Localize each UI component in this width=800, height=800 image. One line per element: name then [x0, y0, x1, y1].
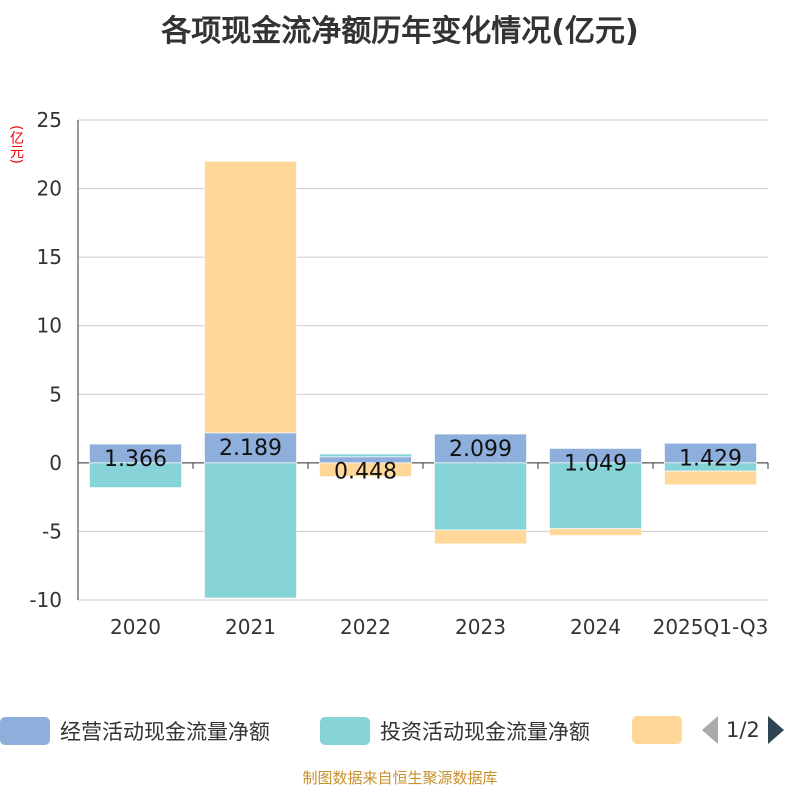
legend-pager: 1/2 — [702, 716, 784, 744]
x-tick-label: 2023 — [455, 615, 506, 639]
bar-segment-0 — [204, 432, 297, 464]
bar-segment-2 — [204, 160, 297, 434]
data-label: 1.366 — [104, 447, 167, 472]
next-page-icon[interactable] — [767, 716, 784, 744]
legend-label: 投资活动现金流量净额 — [380, 720, 590, 744]
data-label: 1.049 — [564, 451, 627, 476]
x-tick-label: 2021 — [225, 615, 276, 639]
data-label: 1.429 — [679, 446, 742, 471]
y-tick-label: -10 — [29, 588, 62, 612]
legend-swatch — [632, 716, 682, 744]
bar-segment-2 — [434, 529, 527, 545]
x-tick-label: 2025Q1-Q3 — [653, 615, 769, 639]
bar-segment-2 — [664, 470, 757, 486]
bar-segment-1 — [549, 462, 642, 530]
chart-area: -10 -5 0 5 10 15 20 25 1.366 2020 2.189 2021 0.448 20… — [29, 108, 769, 639]
y-tick-label: 10 — [37, 314, 62, 338]
legend: 经营活动现金流量净额 投资活动现金流量净额 1/2 — [0, 716, 800, 752]
bar-segment-2 — [319, 462, 412, 478]
bar-segment-1 — [204, 462, 297, 599]
y-axis-label: (亿元) — [8, 125, 24, 164]
legend-page-indicator: 1/2 — [726, 718, 760, 742]
y-tick-label: -5 — [42, 519, 62, 543]
legend-label: 经营活动现金流量净额 — [60, 720, 270, 744]
bar-segment-2 — [549, 528, 642, 537]
bar-segment-1 — [319, 453, 412, 458]
source-note: 制图数据来自恒生聚源数据库 — [302, 769, 498, 787]
chart-title: 各项现金流净额历年变化情况(亿元) — [161, 14, 639, 49]
y-tick-label: 5 — [49, 382, 62, 406]
y-tick-label: 20 — [37, 177, 62, 201]
bar-segment-1 — [434, 462, 527, 531]
x-tick-label: 2024 — [570, 615, 621, 639]
data-label: 2.189 — [219, 436, 282, 461]
y-tick-label: 25 — [37, 108, 62, 132]
y-tick-label: 0 — [49, 451, 62, 475]
legend-swatch — [0, 717, 50, 745]
legend-item-financing[interactable] — [632, 716, 682, 744]
x-tick-label: 2022 — [340, 615, 391, 639]
data-label: 2.099 — [449, 437, 512, 462]
x-tick-label: 2020 — [110, 615, 161, 639]
bar-segment-1 — [89, 462, 182, 489]
legend-item-investing[interactable]: 投资活动现金流量净额 — [320, 716, 590, 746]
legend-item-operating[interactable]: 经营活动现金流量净额 — [0, 716, 270, 746]
y-tick-label: 15 — [37, 245, 62, 269]
prev-page-icon[interactable] — [702, 716, 718, 744]
data-label: 0.448 — [334, 460, 397, 485]
bar-segment-0 — [434, 433, 527, 464]
legend-swatch — [320, 717, 370, 745]
